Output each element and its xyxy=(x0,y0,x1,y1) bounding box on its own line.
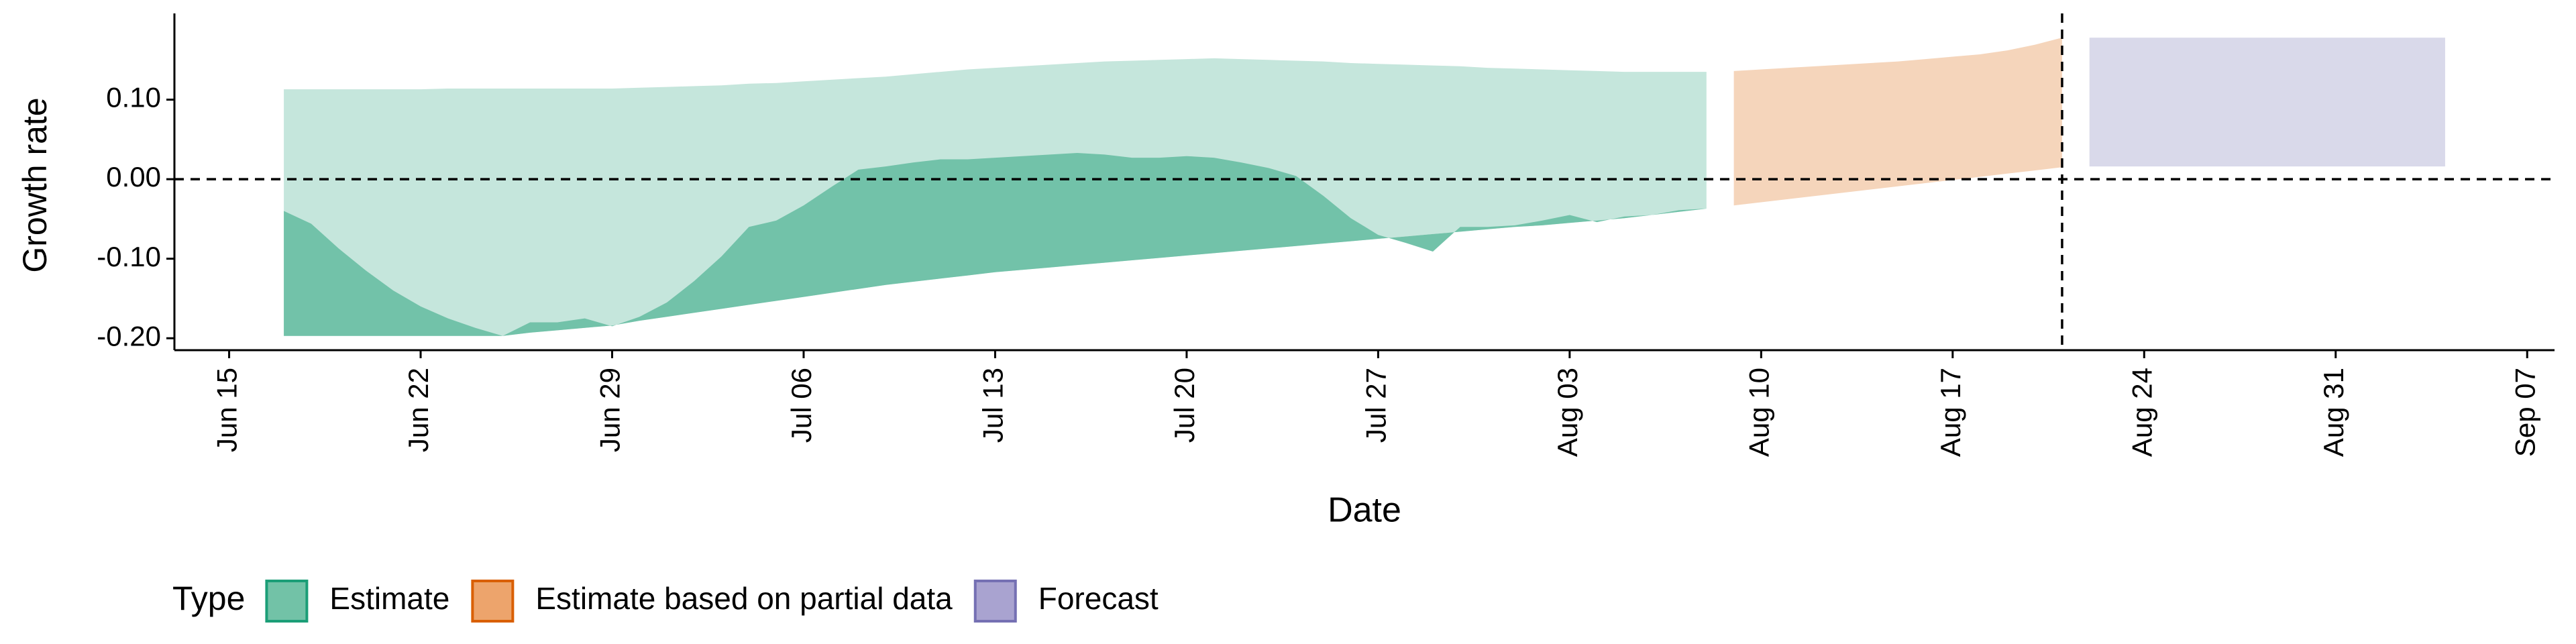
legend-key xyxy=(265,580,309,623)
x-tick-label: Jul 13 xyxy=(977,368,1009,443)
legend-label: Forecast xyxy=(1038,581,1159,616)
ribbon-band xyxy=(284,153,1707,336)
ribbon-band xyxy=(1733,38,2062,206)
x-tick-label: Jun 22 xyxy=(402,368,434,452)
y-tick-label: 0.10 xyxy=(106,82,161,113)
x-axis-title: Date xyxy=(1328,491,1401,530)
legend: Type Estimate Estimate based on partial da… xyxy=(172,580,1159,623)
x-tick-label: Jul 27 xyxy=(1360,368,1391,443)
legend-label: Estimate based on partial data xyxy=(535,581,953,616)
x-tick-label: Aug 17 xyxy=(1935,368,1966,457)
x-tick-label: Aug 03 xyxy=(1552,368,1583,457)
legend-label: Estimate xyxy=(329,581,449,616)
legend-key xyxy=(471,580,515,623)
y-tick-label: -0.10 xyxy=(97,241,161,272)
x-tick-label: Sep 07 xyxy=(2509,368,2540,457)
x-tick-label: Jun 29 xyxy=(594,368,626,452)
y-tick-label: -0.20 xyxy=(97,320,161,352)
ribbon-band xyxy=(2089,38,2445,167)
y-tick-label: 0.00 xyxy=(106,161,161,193)
legend-title: Type xyxy=(172,580,245,617)
x-tick-label: Jul 06 xyxy=(786,368,817,443)
x-tick-label: Aug 24 xyxy=(2126,368,2157,457)
y-axis-title: Growth rate xyxy=(16,97,54,272)
x-tick-label: Jun 15 xyxy=(211,368,243,452)
x-tick-label: Jul 20 xyxy=(1169,368,1200,443)
plot-area: 0.10 0.00 -0.10 -0.20 Jun 15 Jun 22 Jun 29 Jul … xyxy=(97,13,2555,457)
x-tick-label: Aug 10 xyxy=(1743,368,1774,457)
x-tick-label: Aug 31 xyxy=(2318,368,2349,457)
legend-key xyxy=(973,580,1017,623)
